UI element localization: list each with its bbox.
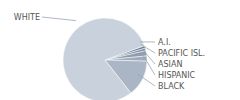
svg-text:HISPANIC: HISPANIC — [158, 71, 196, 80]
svg-text:ASIAN: ASIAN — [158, 60, 182, 69]
svg-text:A.I.: A.I. — [158, 38, 171, 47]
svg-text:BLACK: BLACK — [158, 82, 185, 91]
svg-text:WHITE: WHITE — [14, 13, 40, 22]
svg-text:PACIFIC ISL.: PACIFIC ISL. — [158, 49, 205, 58]
